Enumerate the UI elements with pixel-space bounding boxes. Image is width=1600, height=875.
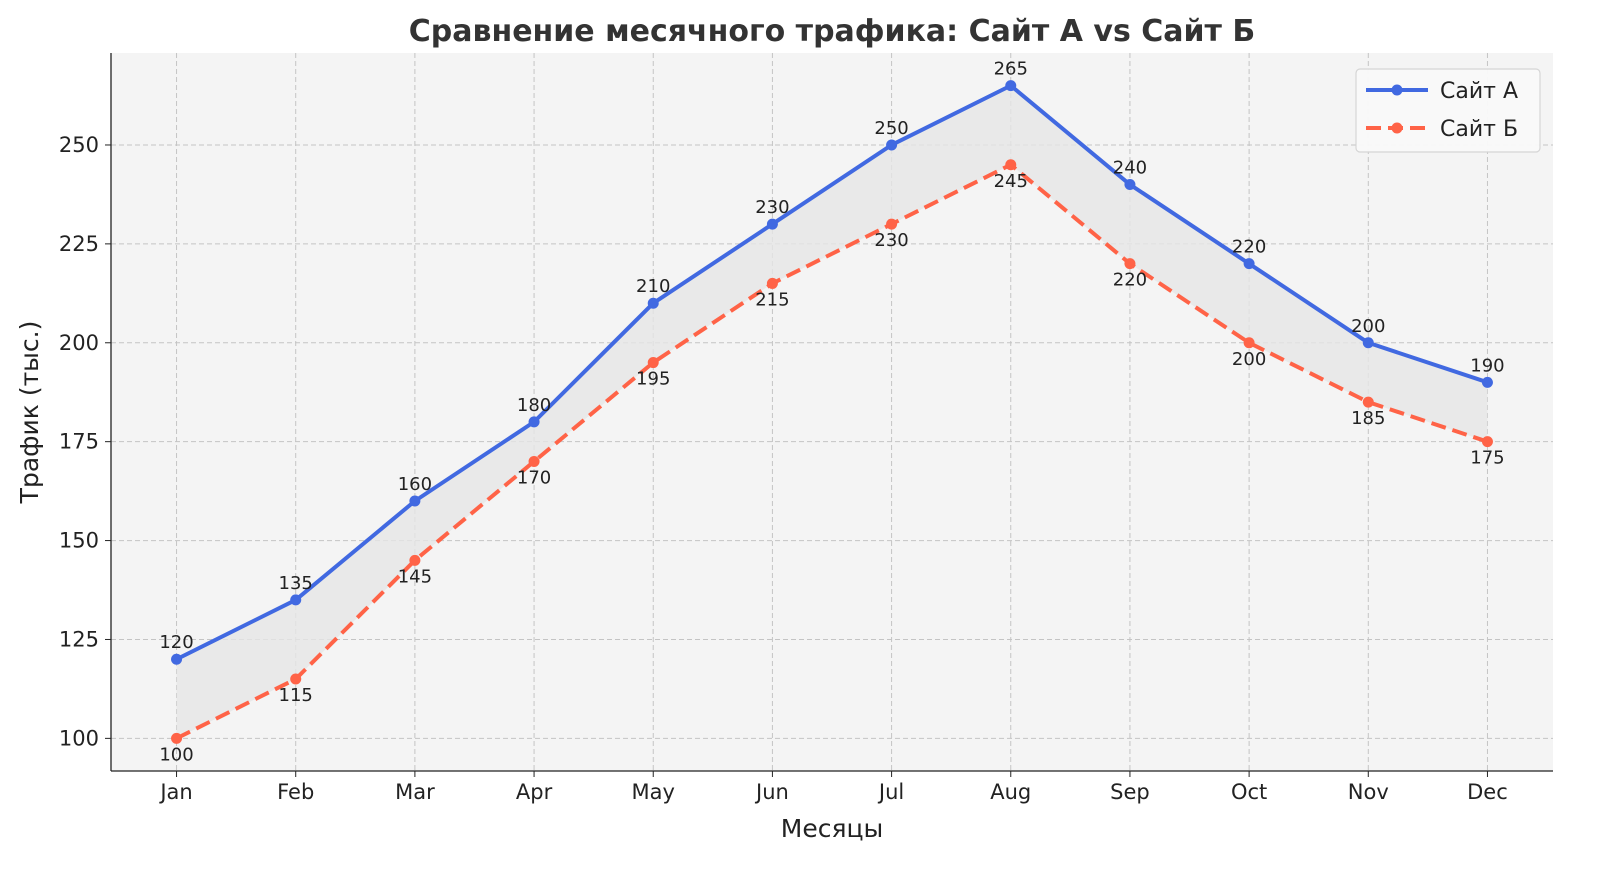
data-point xyxy=(1362,396,1374,408)
data-point xyxy=(171,732,183,744)
x-tick-label: Jan xyxy=(158,780,192,804)
data-label: 115 xyxy=(279,685,313,706)
data-point xyxy=(766,218,778,230)
data-label: 175 xyxy=(1470,448,1504,469)
data-point xyxy=(171,653,183,665)
chart-title: Сравнение месячного трафика: Сайт А vs С… xyxy=(409,14,1255,49)
data-label: 100 xyxy=(159,744,193,765)
data-label: 190 xyxy=(1470,355,1504,376)
data-point xyxy=(1362,337,1374,349)
data-label: 200 xyxy=(1351,316,1385,337)
data-label: 200 xyxy=(1232,349,1266,370)
x-tick-label: Mar xyxy=(395,780,435,804)
y-tick-label: 100 xyxy=(59,726,99,750)
data-label: 170 xyxy=(517,467,551,488)
data-point xyxy=(886,139,898,151)
data-point xyxy=(647,297,659,309)
x-tick-label: Dec xyxy=(1467,780,1508,804)
y-tick-label: 150 xyxy=(59,529,99,553)
data-point xyxy=(290,673,302,685)
y-tick-label: 200 xyxy=(59,331,99,355)
data-label: 240 xyxy=(1113,158,1147,179)
data-label: 215 xyxy=(755,289,789,310)
data-point xyxy=(409,554,421,566)
data-label: 185 xyxy=(1351,408,1385,429)
data-point xyxy=(1243,258,1255,270)
x-tick-label: Jul xyxy=(877,780,904,804)
legend-label: Сайт А xyxy=(1440,79,1518,104)
y-tick-label: 175 xyxy=(59,430,99,454)
data-point xyxy=(766,277,778,289)
data-label: 245 xyxy=(994,171,1028,192)
fill-between-area xyxy=(176,85,1488,739)
y-tick-label: 250 xyxy=(59,133,99,157)
y-axis-label: Трафик (тыс.) xyxy=(15,321,44,505)
y-tick-label: 125 xyxy=(59,627,99,651)
data-label: 230 xyxy=(874,230,908,251)
data-point xyxy=(1124,258,1136,270)
x-tick-label: Nov xyxy=(1348,780,1389,804)
data-label: 265 xyxy=(994,59,1028,80)
x-tick-label: Apr xyxy=(516,780,553,804)
data-point xyxy=(886,218,898,230)
data-label: 145 xyxy=(398,566,432,587)
plot-background xyxy=(111,53,1553,771)
data-point xyxy=(1481,436,1493,448)
x-tick-label: Jun xyxy=(754,780,789,804)
series-line-2 xyxy=(175,162,1489,741)
data-point xyxy=(647,357,659,369)
data-point xyxy=(409,495,421,507)
data-label: 120 xyxy=(159,632,193,653)
x-tick-label: Oct xyxy=(1231,780,1267,804)
data-label: 210 xyxy=(636,276,670,297)
y-tick-label: 225 xyxy=(59,232,99,256)
data-point xyxy=(1005,159,1017,171)
legend-marker xyxy=(1391,122,1403,134)
data-label: 250 xyxy=(874,118,908,139)
data-point xyxy=(1005,80,1017,92)
x-tick-label: Aug xyxy=(990,780,1031,804)
data-point xyxy=(528,455,540,467)
legend-label: Сайт Б xyxy=(1440,117,1518,142)
data-point xyxy=(1481,376,1493,388)
data-label: 135 xyxy=(279,573,313,594)
data-label: 160 xyxy=(398,474,432,495)
legend-marker xyxy=(1391,84,1403,96)
data-point xyxy=(290,594,302,606)
x-tick-label: Feb xyxy=(277,780,314,804)
x-tick-label: Sep xyxy=(1110,780,1150,804)
data-label: 180 xyxy=(517,395,551,416)
data-label: 195 xyxy=(636,369,670,390)
data-label: 220 xyxy=(1232,237,1266,258)
data-label: 230 xyxy=(755,197,789,218)
data-label: 220 xyxy=(1113,270,1147,291)
data-point xyxy=(1124,179,1136,191)
x-tick-label: May xyxy=(632,780,675,804)
data-point xyxy=(1243,337,1255,349)
series-line-1 xyxy=(175,83,1489,662)
x-axis-label: Месяцы xyxy=(781,814,884,843)
data-point xyxy=(528,416,540,428)
